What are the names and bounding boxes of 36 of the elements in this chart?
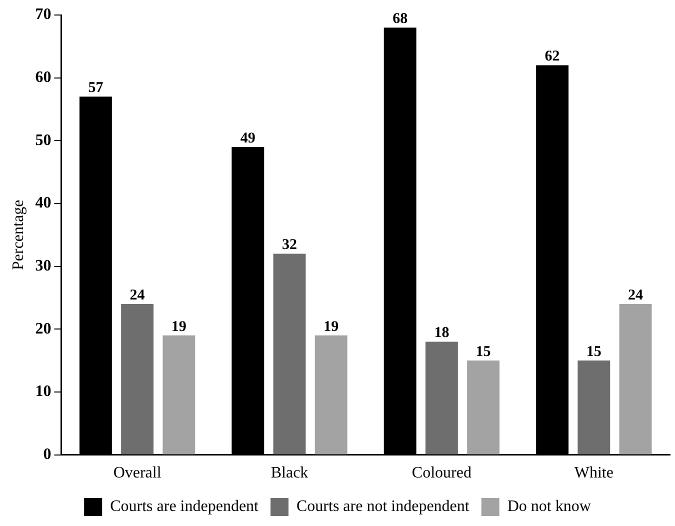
data-label: 32 bbox=[282, 237, 297, 254]
legend-label: Do not know bbox=[507, 498, 592, 516]
data-label: 15 bbox=[476, 344, 491, 360]
legend-label: Courts are independent bbox=[110, 498, 260, 516]
data-label: 68 bbox=[392, 10, 408, 27]
data-label: 24 bbox=[130, 287, 146, 304]
data-label: 62 bbox=[544, 48, 560, 65]
data-label: 57 bbox=[88, 80, 104, 96]
y-tick-label: 20 bbox=[35, 320, 52, 338]
y-tick-label: 40 bbox=[35, 194, 52, 212]
bar bbox=[314, 335, 348, 454]
legend-label: Courts are not independent bbox=[296, 498, 470, 516]
bar bbox=[162, 335, 196, 454]
y-tick-label: 60 bbox=[35, 68, 52, 86]
data-label: 18 bbox=[434, 325, 450, 342]
x-tick-label: Overall bbox=[113, 464, 162, 482]
y-tick-label: 0 bbox=[43, 446, 52, 463]
x-tick-label: Coloured bbox=[412, 464, 472, 482]
bar bbox=[273, 254, 306, 454]
bar bbox=[467, 360, 500, 454]
y-axis-title: Percentage bbox=[10, 200, 27, 270]
bar bbox=[578, 360, 610, 454]
y-tick-label: 50 bbox=[35, 132, 52, 149]
bar bbox=[121, 304, 154, 454]
bar bbox=[619, 304, 652, 454]
bar bbox=[425, 342, 458, 454]
y-tick-label: 30 bbox=[35, 257, 52, 274]
x-tick-label: White bbox=[574, 464, 614, 482]
data-label: 19 bbox=[171, 318, 186, 335]
data-label: 24 bbox=[628, 287, 644, 304]
data-label: 19 bbox=[324, 318, 339, 335]
data-label: 49 bbox=[240, 130, 256, 146]
y-tick-label: 70 bbox=[35, 6, 52, 24]
y-tick-label: 10 bbox=[35, 383, 52, 400]
x-tick-label: Black bbox=[270, 464, 308, 482]
data-label: 15 bbox=[586, 344, 602, 360]
